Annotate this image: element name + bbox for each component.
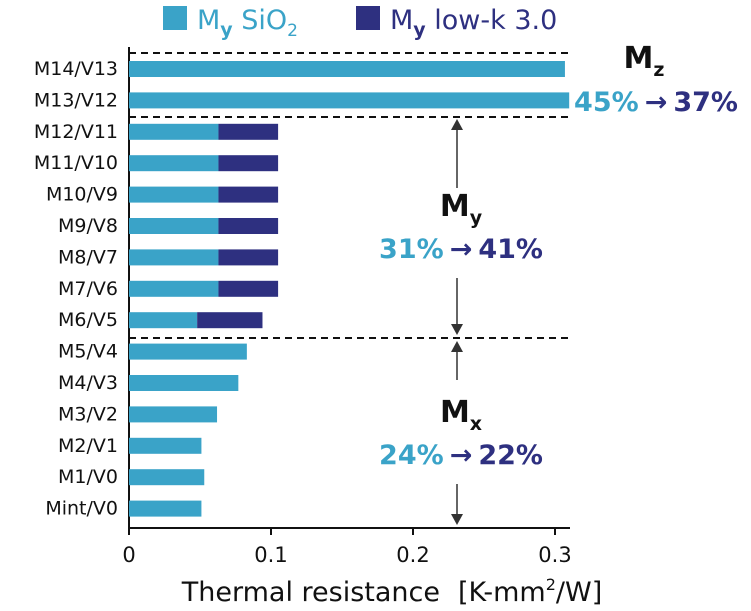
- category-label: M4/V3: [58, 372, 118, 394]
- bar-lowk: [218, 280, 279, 297]
- category-label: M3/V2: [58, 403, 118, 425]
- bar-sio2: [129, 375, 239, 391]
- bar-sio2: [129, 123, 219, 140]
- bar-lowk: [218, 186, 279, 203]
- category-label: M13/V12: [34, 89, 118, 111]
- bar-sio2: [129, 92, 570, 109]
- region-mx-arrowhead-down: [451, 514, 463, 525]
- x-axis-label: Thermal resistance [K-mm2/W]: [181, 575, 603, 608]
- bar-sio2: [129, 186, 219, 203]
- category-label: M8/V7: [58, 246, 118, 268]
- region-mz-percent: 45% → 37%: [574, 87, 738, 118]
- bar-sio2: [129, 343, 247, 360]
- bar-lowk: [218, 249, 279, 266]
- bar-sio2: [129, 249, 219, 266]
- legend-swatch-lowk: [356, 6, 380, 30]
- region-mx: Mx 24% → 22%: [379, 341, 543, 525]
- region-mz-title: Mz: [624, 41, 665, 81]
- x-tick-label: 0: [122, 543, 135, 567]
- bar-sio2: [129, 312, 198, 329]
- bar-sio2: [129, 437, 202, 454]
- category-label: M7/V6: [58, 278, 118, 300]
- legend: My SiO2 My low-k 3.0: [163, 5, 557, 41]
- region-my-percent: 31% → 41%: [379, 234, 543, 265]
- region-my: My 31% → 41%: [379, 119, 543, 335]
- bar-sio2: [129, 406, 218, 423]
- legend-swatch-sio2: [163, 6, 187, 30]
- region-mx-title: Mx: [440, 395, 482, 435]
- bar-sio2: [129, 500, 202, 517]
- x-tick-label: 0.3: [538, 543, 571, 567]
- bar-lowk: [197, 312, 263, 329]
- category-label: M5/V4: [58, 341, 118, 363]
- region-mx-percent: 24% → 22%: [379, 440, 543, 471]
- category-label: M9/V8: [58, 215, 118, 237]
- x-tick-label: 0.1: [254, 543, 287, 567]
- category-label: M12/V11: [34, 121, 118, 143]
- category-label: M11/V10: [34, 152, 118, 174]
- region-my-title: My: [440, 189, 483, 229]
- bars: [129, 61, 570, 517]
- region-mx-arrowhead-up: [451, 341, 463, 352]
- category-label: Mint/V0: [45, 498, 118, 520]
- bar-sio2: [129, 155, 219, 172]
- bar-sio2: [129, 469, 205, 486]
- bar-sio2: [129, 280, 219, 297]
- category-label: M1/V0: [58, 466, 118, 488]
- region-mz: Mz 45% → 37%: [574, 41, 738, 118]
- region-my-arrowhead-down: [451, 324, 463, 335]
- region-my-arrowhead-up: [451, 119, 463, 130]
- bar-sio2: [129, 61, 565, 77]
- category-label: M2/V1: [58, 435, 118, 457]
- category-label: M6/V5: [58, 309, 118, 331]
- legend-label-lowk: My low-k 3.0: [390, 5, 557, 41]
- bar-lowk: [218, 218, 279, 234]
- category-label: M10/V9: [46, 184, 118, 206]
- x-tick-label: 0.2: [396, 543, 429, 567]
- bar-lowk: [218, 155, 279, 172]
- legend-label-sio2: My SiO2: [197, 5, 298, 41]
- category-label: M14/V13: [34, 58, 118, 80]
- category-labels: M14/V13 M13/V12 M12/V11 M11/V10 M10/V9 M9/V8 M…: [34, 58, 118, 520]
- x-axis-ticks: 0 0.1 0.2 0.3: [122, 528, 572, 567]
- bar-sio2: [129, 218, 219, 234]
- bar-lowk: [218, 123, 279, 140]
